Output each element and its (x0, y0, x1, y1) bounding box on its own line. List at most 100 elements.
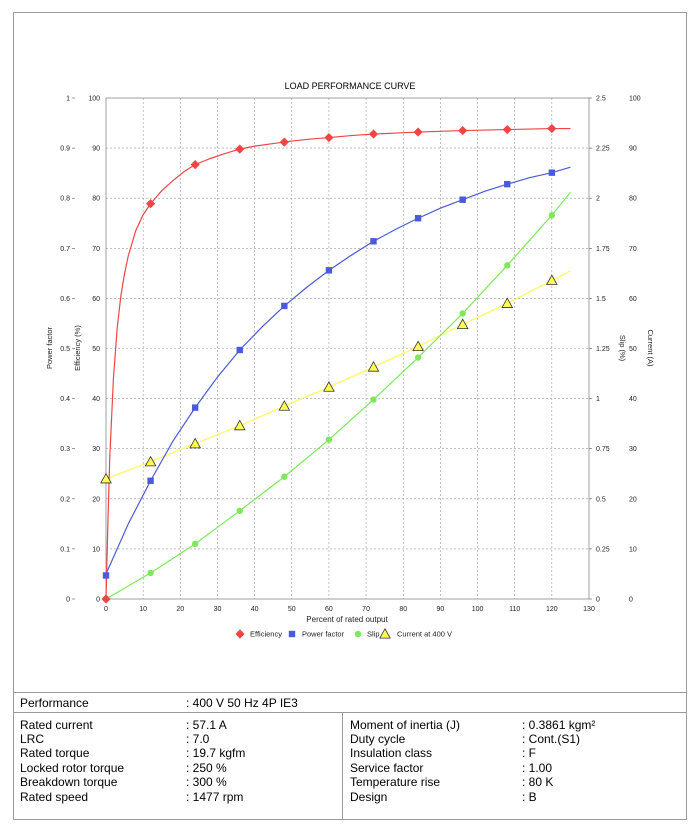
x-axis-label: Percent of rated output (306, 615, 388, 624)
current-at-400-v-point (233, 419, 246, 431)
x-tick-label: 40 (251, 606, 259, 613)
power-factor-point (191, 404, 199, 411)
slip-point (191, 540, 199, 548)
legend-efficiency-label: Efficiency (250, 630, 282, 639)
spec-value-temperature-rise: : 80 K (522, 775, 554, 789)
x-tick-label: 30 (214, 606, 222, 613)
x-tick-label: 60 (325, 606, 333, 613)
efficiency-point (279, 137, 289, 147)
x-tick-label: 0 (104, 606, 108, 613)
current-at-400-v-point (100, 472, 112, 484)
pf-tick-label: 0 (66, 597, 70, 604)
spec-label-rated-torque: Rated torque (20, 746, 90, 760)
x-tick-label: 110 (509, 606, 520, 613)
efficiency-tick-label: 10 (92, 546, 100, 553)
efficiency-axis-label: Efficiency (%) (73, 325, 82, 371)
x-tick-label: 80 (399, 606, 407, 613)
spec-label-temperature-rise: Temperature rise (350, 775, 441, 789)
current-tick-label: 50 (629, 346, 637, 353)
curves (105, 127, 571, 600)
power-factor-point (147, 477, 154, 484)
efficiency-point (190, 160, 200, 170)
slip-tick-label: 2.25 (596, 146, 610, 153)
slip-tick-label: 0.75 (596, 446, 610, 453)
slip-point (548, 212, 556, 219)
power-factor-point (281, 302, 288, 310)
power-factor-curve (105, 166, 571, 575)
slip-point (459, 310, 466, 317)
x-tick-label: 90 (436, 606, 444, 613)
spec-label-moment-of-inertia: Moment of inertia (J) (350, 718, 461, 732)
power-factor-point (325, 267, 333, 274)
spec-value-design: : B (522, 790, 537, 804)
current-tick-label: 10 (629, 546, 637, 553)
current-tick-label: 40 (629, 396, 637, 403)
efficiency-tick-label: 0 (96, 597, 100, 604)
markers (100, 123, 558, 604)
pf-tick-label: 0.6 (60, 296, 70, 303)
slip-point (281, 473, 288, 480)
efficiency-tick-label: 90 (92, 146, 100, 153)
legend-power-factor-marker (288, 630, 296, 638)
spec-value-moment-of-inertia: : 0.3861 kgm² (522, 718, 596, 732)
efficiency-tick-label: 70 (92, 246, 100, 253)
legend-current-at-400-v-label: Current at 400 V (397, 630, 452, 639)
x-tick-label: 10 (139, 606, 147, 613)
legend-slip-marker (354, 630, 362, 638)
slip-point (236, 507, 243, 515)
current-at-400-v-point (412, 340, 424, 352)
legend-power-factor-label: Power factor (302, 630, 345, 639)
pf-tick-label: 0.4 (60, 396, 70, 403)
pf-tick-label: 0.3 (60, 446, 70, 453)
performance-value: : 400 V 50 Hz 4P IE3 (186, 696, 298, 710)
x-tick-label: 120 (546, 606, 558, 613)
pf-tick-label: 0.7 (60, 246, 70, 253)
efficiency-tick-label: 50 (92, 346, 100, 353)
current-at-400-v-point (323, 381, 335, 392)
current-tick-label: 100 (629, 96, 641, 103)
grid-lines (106, 98, 589, 599)
legend-slip-label: Slip (367, 630, 380, 639)
spec-label-locked-rotor-torque: Locked rotor torque (20, 761, 125, 775)
pf-tick-label: 0.9 (60, 146, 70, 153)
spec-value-lrc: : 7.0 (186, 732, 210, 746)
spec-value-rated-torque: : 19.7 kgfm (186, 746, 246, 760)
current-at-400-v-point (545, 274, 558, 285)
power-factor-point (236, 346, 243, 354)
slip-tick-label: 2 (596, 196, 600, 203)
efficiency-point (368, 129, 379, 139)
slip-tick-label: 0.25 (596, 546, 610, 553)
efficiency-point (502, 124, 512, 135)
spec-label-breakdown-torque: Breakdown torque (20, 775, 118, 789)
current-tick-label: 80 (629, 196, 637, 203)
efficiency-tick-label: 100 (88, 96, 100, 103)
spec-label-rated-current: Rated current (20, 718, 93, 732)
spec-label-insulation-class: Insulation class (350, 746, 433, 760)
load-performance-chart: 0 10 20 30 40 50 60 70 80 90 100 110 120 13000.10.20.… (45, 81, 655, 639)
power-factor-point (459, 196, 466, 203)
x-tick-label: 70 (362, 606, 370, 613)
slip-tick-label: 1.5 (596, 296, 606, 303)
current-tick-label: 60 (629, 296, 637, 303)
current-at-400-v-point (278, 400, 291, 411)
power-factor-point (504, 180, 511, 188)
current-axis-label: Current (A) (646, 329, 655, 367)
efficiency-curve (105, 127, 571, 600)
efficiency-point (101, 594, 111, 604)
spec-table: Performance : 400 V 50 Hz 4P IE3 Rated c… (14, 692, 687, 820)
x-tick-label: 50 (288, 606, 296, 613)
slip-point (504, 262, 511, 269)
spec-label-service-factor: Service factor (350, 761, 424, 775)
power-factor-point (548, 169, 556, 176)
slip-tick-label: 0.5 (596, 496, 606, 503)
power-factor-point (102, 572, 110, 579)
spec-label-duty-cycle: Duty cycle (350, 732, 406, 746)
legend-efficiency-marker (235, 629, 245, 639)
slip-tick-label: 1.25 (596, 346, 610, 353)
current-tick-label: 20 (629, 496, 637, 503)
spec-value-locked-rotor-torque: : 250 % (186, 761, 227, 775)
slip-tick-label: 1 (596, 396, 600, 403)
efficiency-tick-label: 80 (92, 196, 100, 203)
current-tick-label: 70 (629, 246, 637, 253)
current-tick-label: 90 (629, 146, 637, 153)
